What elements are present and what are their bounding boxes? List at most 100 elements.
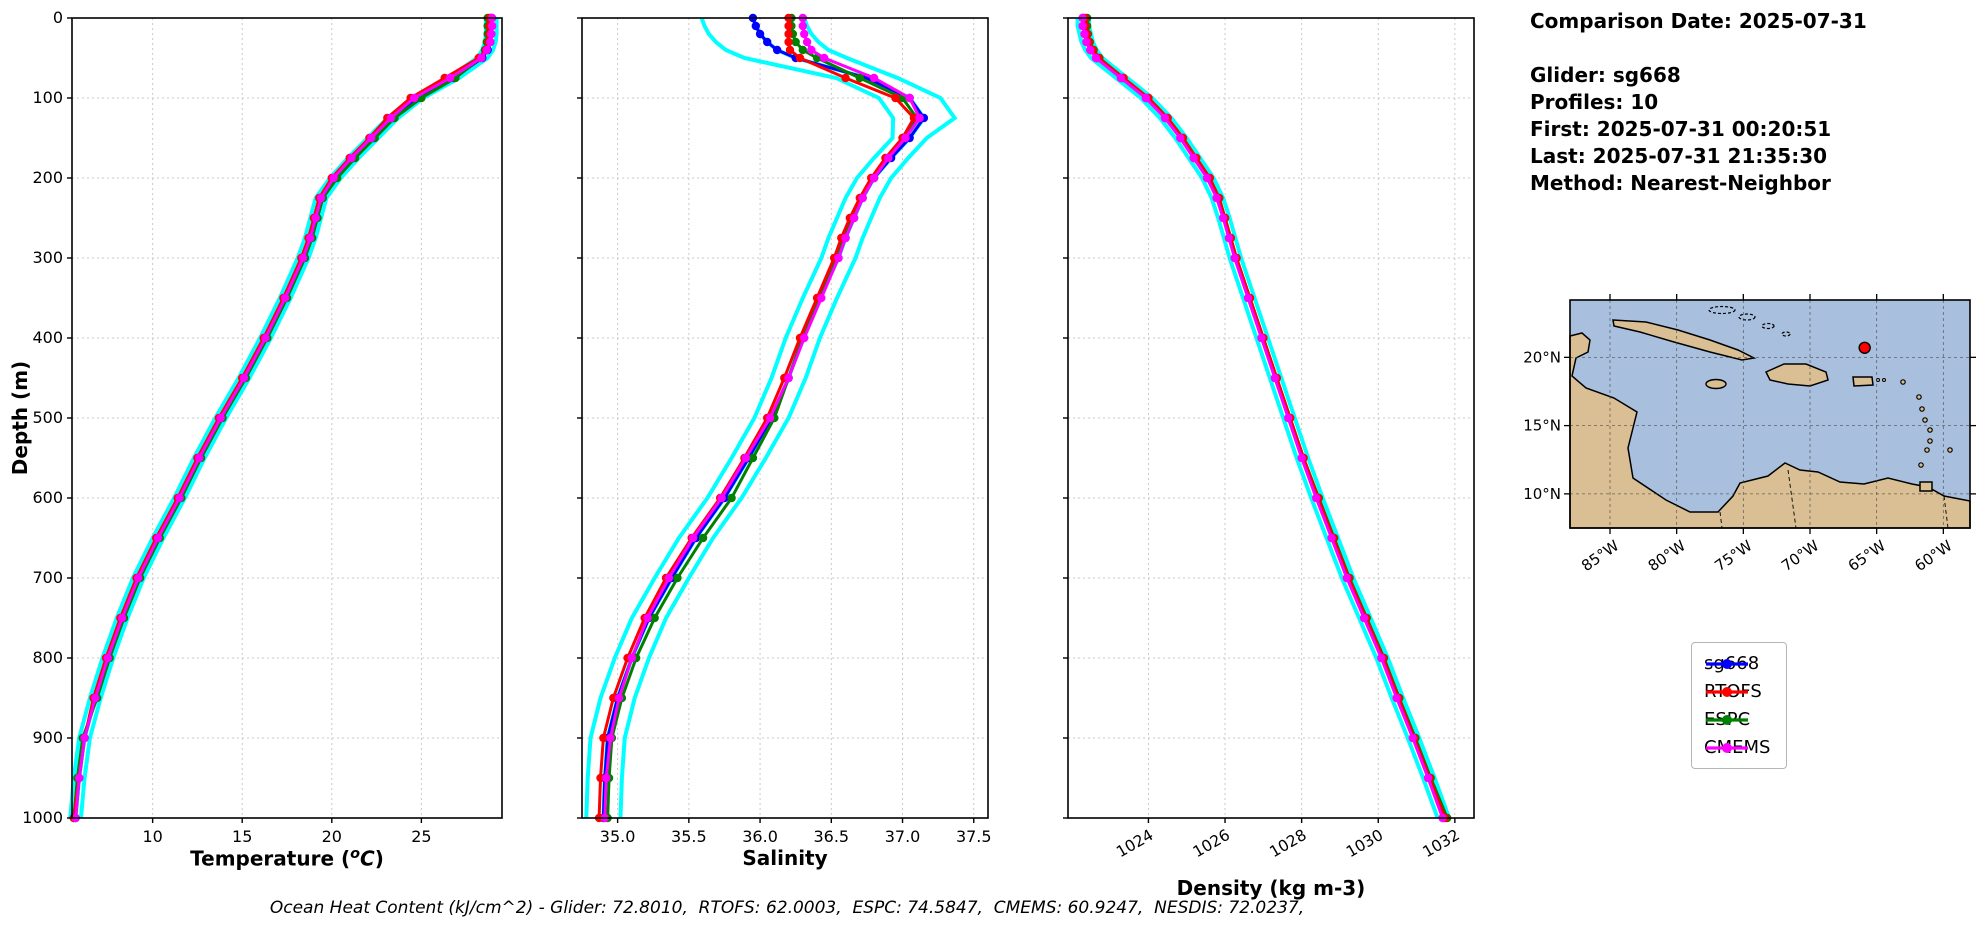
x-tick-label: 37.0 (885, 827, 921, 846)
last-profile-text: Last: 2025-07-31 21:35:30 (1530, 144, 1828, 168)
y-tick-label: 300 (32, 248, 63, 267)
series-marker-CMEMS (477, 53, 486, 63)
y-tick-label: 900 (32, 728, 63, 747)
series-marker-CMEMS (1297, 453, 1306, 463)
map-lon-label: 75°W (1711, 536, 1755, 575)
series-marker-CMEMS (175, 493, 184, 503)
x-tick-label: 10 (142, 827, 162, 846)
series-marker-RTOFS (599, 733, 608, 743)
land-antilles-island (1916, 394, 1922, 400)
series-marker-CMEMS (482, 45, 491, 55)
land-puerto-rico (1852, 376, 1874, 387)
series-marker-CMEMS (841, 233, 850, 243)
x-tick-label: 1032 (1420, 826, 1463, 861)
location-map: 85°W 80°W 75°W 70°W 65°W 60°W 20°N 15°N 10°N (1523, 294, 1976, 575)
land-cuba (1612, 319, 1757, 361)
x-tick-label: 20 (322, 827, 342, 846)
series-marker-CMEMS (819, 53, 829, 63)
series-marker-CMEMS (884, 153, 893, 163)
series-marker-CMEMS (849, 213, 859, 223)
land-antilles-island (1924, 447, 1930, 453)
land-antilles-island (1918, 462, 1924, 468)
series-line-ESPC (72, 18, 490, 819)
series-marker-CMEMS (1257, 333, 1266, 343)
legend-line-sample (1706, 658, 1748, 669)
series-marker-CMEMS (717, 493, 726, 503)
land-antilles-island (1900, 379, 1906, 385)
legend: sg668 RTOFS ESPC CMEMS (1691, 642, 1788, 769)
series-marker-CMEMS (487, 29, 496, 39)
series-marker-CMEMS (905, 93, 914, 103)
series-marker-CMEMS (784, 373, 793, 383)
series-marker-sg668 (751, 21, 760, 31)
legend-entry-CMEMS: CMEMS (1704, 737, 1770, 758)
series-marker-CMEMS (1243, 293, 1253, 303)
y-tick-label: 600 (32, 488, 63, 507)
series-marker-CMEMS (1311, 493, 1321, 503)
x-tick-label: 1028 (1266, 826, 1309, 861)
series-marker-CMEMS (1284, 413, 1293, 423)
series-marker-CMEMS (1202, 173, 1212, 183)
series-marker-CMEMS (643, 613, 652, 623)
bahamas-outline (1761, 322, 1775, 330)
map-lon-label: 60°W (1911, 536, 1955, 575)
series-marker-ESPC (798, 45, 808, 55)
legend-entry-sg668: sg668 (1704, 653, 1770, 674)
series-marker-CMEMS (1270, 373, 1280, 383)
series-marker-CMEMS (1091, 53, 1101, 63)
series-marker-CMEMS (486, 37, 495, 47)
series-marker-ESPC (748, 453, 758, 463)
series-marker-CMEMS (1327, 533, 1336, 543)
series-marker-CMEMS (664, 573, 674, 583)
x-tick-label: 35.5 (671, 827, 707, 846)
series-marker-CMEMS (153, 533, 163, 543)
series-marker-CMEMS (765, 413, 775, 423)
map-lon-label: 65°W (1845, 536, 1889, 575)
y-tick-label: 500 (32, 408, 63, 427)
x-tick-label: 35.0 (600, 827, 636, 846)
map-lon-label: 85°W (1578, 536, 1622, 575)
ohc-footer: Ocean Heat Content (kJ/cm^2) - Glider: 7… (269, 898, 1305, 918)
series-marker-CMEMS (602, 773, 611, 783)
series-marker-CMEMS (1080, 29, 1089, 39)
x-tick-label: 1024 (1113, 826, 1156, 861)
series-marker-CMEMS (117, 613, 127, 623)
land-antilles-island (1927, 438, 1933, 444)
method-text: Method: Nearest-Neighbor (1530, 171, 1831, 195)
land-hispaniola (1764, 363, 1829, 387)
series-marker-CMEMS (688, 533, 698, 543)
y-tick-label: 200 (32, 168, 63, 187)
glider-profile-envelope (1075, 18, 1440, 819)
series-marker-RTOFS (784, 37, 793, 47)
series-marker-CMEMS (901, 133, 910, 143)
series-marker-CMEMS (817, 293, 826, 303)
series-marker-RTOFS (785, 45, 795, 55)
series-marker-ESPC (673, 573, 682, 583)
series-marker-CMEMS (1212, 193, 1221, 203)
series-marker-sg668 (772, 45, 782, 55)
series-marker-CMEMS (834, 253, 843, 263)
series-marker-CMEMS (1086, 45, 1095, 55)
series-marker-CMEMS (261, 333, 270, 343)
y-tick-label: 700 (32, 568, 63, 587)
series-marker-RTOFS (891, 93, 900, 103)
glider-location-marker (1858, 341, 1871, 354)
country-border (1787, 469, 1797, 529)
series-marker-CMEMS (858, 193, 867, 203)
series-marker-sg668 (755, 29, 765, 39)
series-marker-CMEMS (807, 45, 816, 55)
series-marker-CMEMS (1218, 213, 1228, 223)
map-svg: 85°W 80°W 75°W 70°W 65°W 60°W 20°N 15°N 10°N (1523, 294, 1976, 575)
series-marker-CMEMS (869, 73, 879, 83)
series-marker-CMEMS (316, 193, 326, 203)
glider-profile-envelope (618, 17, 958, 819)
series-marker-CMEMS (347, 153, 356, 163)
map-frame (1569, 299, 1971, 529)
map-lon-label: 70°W (1778, 536, 1822, 575)
series-marker-CMEMS (367, 133, 376, 143)
series-marker-CMEMS (800, 29, 809, 39)
series-marker-CMEMS (1359, 613, 1369, 623)
map-lat-label: 20°N (1523, 348, 1561, 366)
series-marker-CMEMS (311, 213, 320, 223)
